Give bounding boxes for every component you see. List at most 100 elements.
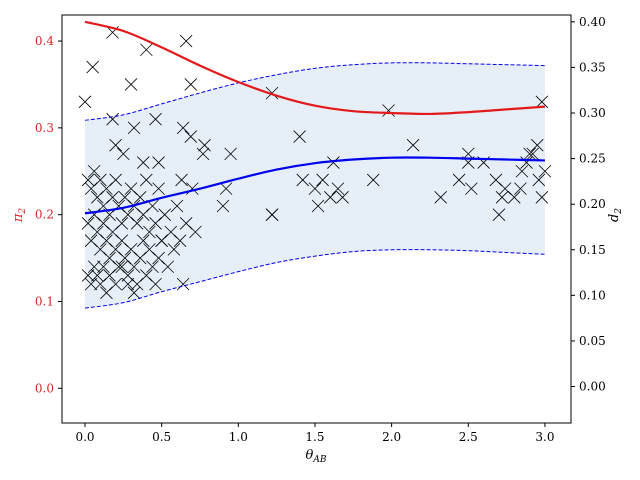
scatter-point [127, 260, 141, 274]
scatter-point [514, 182, 527, 195]
scatter-point [161, 260, 175, 274]
scatter-point [106, 112, 119, 126]
scatter-point [336, 191, 349, 204]
y-left-tick-label: 0.1 [35, 294, 54, 308]
scatter-point [133, 191, 147, 204]
scatter-point [311, 199, 325, 213]
plot-frame [61, 14, 572, 424]
scatter-point [127, 286, 141, 300]
scatter-point [530, 138, 544, 152]
y-left-tick-label: 0.4 [35, 34, 54, 48]
scatter-point [308, 182, 322, 195]
y-left-tick-label: 0.0 [35, 381, 54, 395]
y-axis-left-label-sub: 2 [18, 208, 28, 215]
scatter-point [265, 208, 279, 221]
scatter-point [106, 191, 119, 204]
scatter-point [189, 225, 202, 239]
scatter-point [84, 277, 98, 291]
y-right-tick-label: 0.05 [579, 334, 606, 348]
scatter-point [327, 156, 340, 169]
y-axis-left-label: π2 [11, 208, 28, 224]
scatter-point [492, 208, 506, 221]
scatter-point [121, 277, 135, 291]
scatter-point [523, 147, 536, 161]
y-right-tick-label: 0.10 [579, 288, 606, 302]
scatter-point [324, 191, 337, 204]
scatter-point [158, 208, 172, 221]
x-tick-label: 2.5 [459, 430, 478, 444]
scatter-point [219, 182, 233, 195]
scatter-point [535, 95, 549, 109]
y-axis-right: 0.00 0.05 0.10 0.15 0.20 0.25 0.30 0.35 0.40 [571, 15, 606, 394]
y-left-tick-label: 0.3 [35, 121, 54, 135]
y-right-tick-label: 0.40 [579, 15, 606, 29]
y-axis-right-label-sub: 2 [614, 208, 624, 215]
scatter-point [130, 217, 144, 230]
y-right-tick-label: 0.00 [579, 380, 606, 394]
scatter-point [216, 199, 230, 213]
scatter-point [124, 78, 138, 91]
scatter-point [109, 138, 122, 152]
band-upper-line [84, 62, 545, 121]
scatter-point [81, 173, 95, 187]
scatter-point [176, 121, 190, 135]
scatter-point [198, 138, 211, 152]
scatter-point [296, 173, 309, 187]
scatter-point [173, 234, 187, 247]
scatter-point [140, 173, 153, 187]
x-axis-label: θAB [306, 448, 327, 465]
x-axis-label-base: θ [306, 448, 314, 463]
x-axis-label-sub: AB [312, 455, 326, 465]
x-tick-label: 2.0 [382, 430, 401, 444]
fit-lines [84, 20, 546, 309]
scatter-point [136, 234, 150, 247]
scatter-point [179, 34, 193, 48]
y-right-tick-label: 0.35 [579, 60, 606, 74]
scatter-point [117, 147, 130, 161]
scatter-point [149, 112, 162, 126]
x-tick-label: 1.5 [305, 430, 324, 444]
scatter-point [90, 269, 104, 282]
y-right-tick-label: 0.25 [579, 152, 606, 166]
scatter-point [146, 260, 159, 274]
scatter-point [176, 277, 190, 291]
scatter-point [94, 173, 107, 187]
scatter-point [434, 191, 447, 204]
scatter-point [152, 182, 165, 195]
scatter-point [316, 173, 329, 187]
scatter-point [224, 147, 237, 161]
scatter-point [170, 199, 184, 213]
scatter-point [465, 182, 478, 195]
scatter-point [97, 260, 110, 274]
x-axis: 0.0 0.5 1.0 1.5 2.0 2.5 3.0 [75, 423, 554, 444]
y-axis-left-label-base: π [11, 213, 26, 223]
scatter-point [406, 138, 420, 152]
scatter-point [532, 173, 546, 187]
scatter-point [495, 191, 509, 204]
scatter-point [184, 78, 198, 91]
y-axis-right-label: d2 [607, 208, 624, 222]
scatter-point [155, 234, 168, 247]
scatter-point [452, 173, 466, 187]
x-tick-label: 3.0 [535, 430, 554, 444]
scatter-point [87, 164, 101, 178]
scatter-point [149, 277, 162, 291]
scatter-point [115, 260, 129, 274]
scatter-point [140, 43, 153, 57]
scatter-point [515, 164, 529, 178]
scatter-point [143, 225, 156, 239]
scatter-point [382, 104, 395, 117]
y-axis-right-label-base: d [607, 214, 622, 222]
y-axis-left: 0.0 0.1 0.2 0.3 0.4 [35, 34, 62, 395]
scatter-point [184, 130, 198, 143]
scatter-point [136, 156, 150, 169]
scatter-point [175, 173, 188, 187]
band-fill [85, 62, 545, 309]
scatter-point [331, 182, 345, 195]
scatter-point [293, 130, 306, 143]
scatter-point [152, 156, 165, 169]
y-right-tick-label: 0.15 [579, 243, 606, 257]
scatter-point [526, 147, 539, 161]
red-series-line [84, 20, 546, 116]
